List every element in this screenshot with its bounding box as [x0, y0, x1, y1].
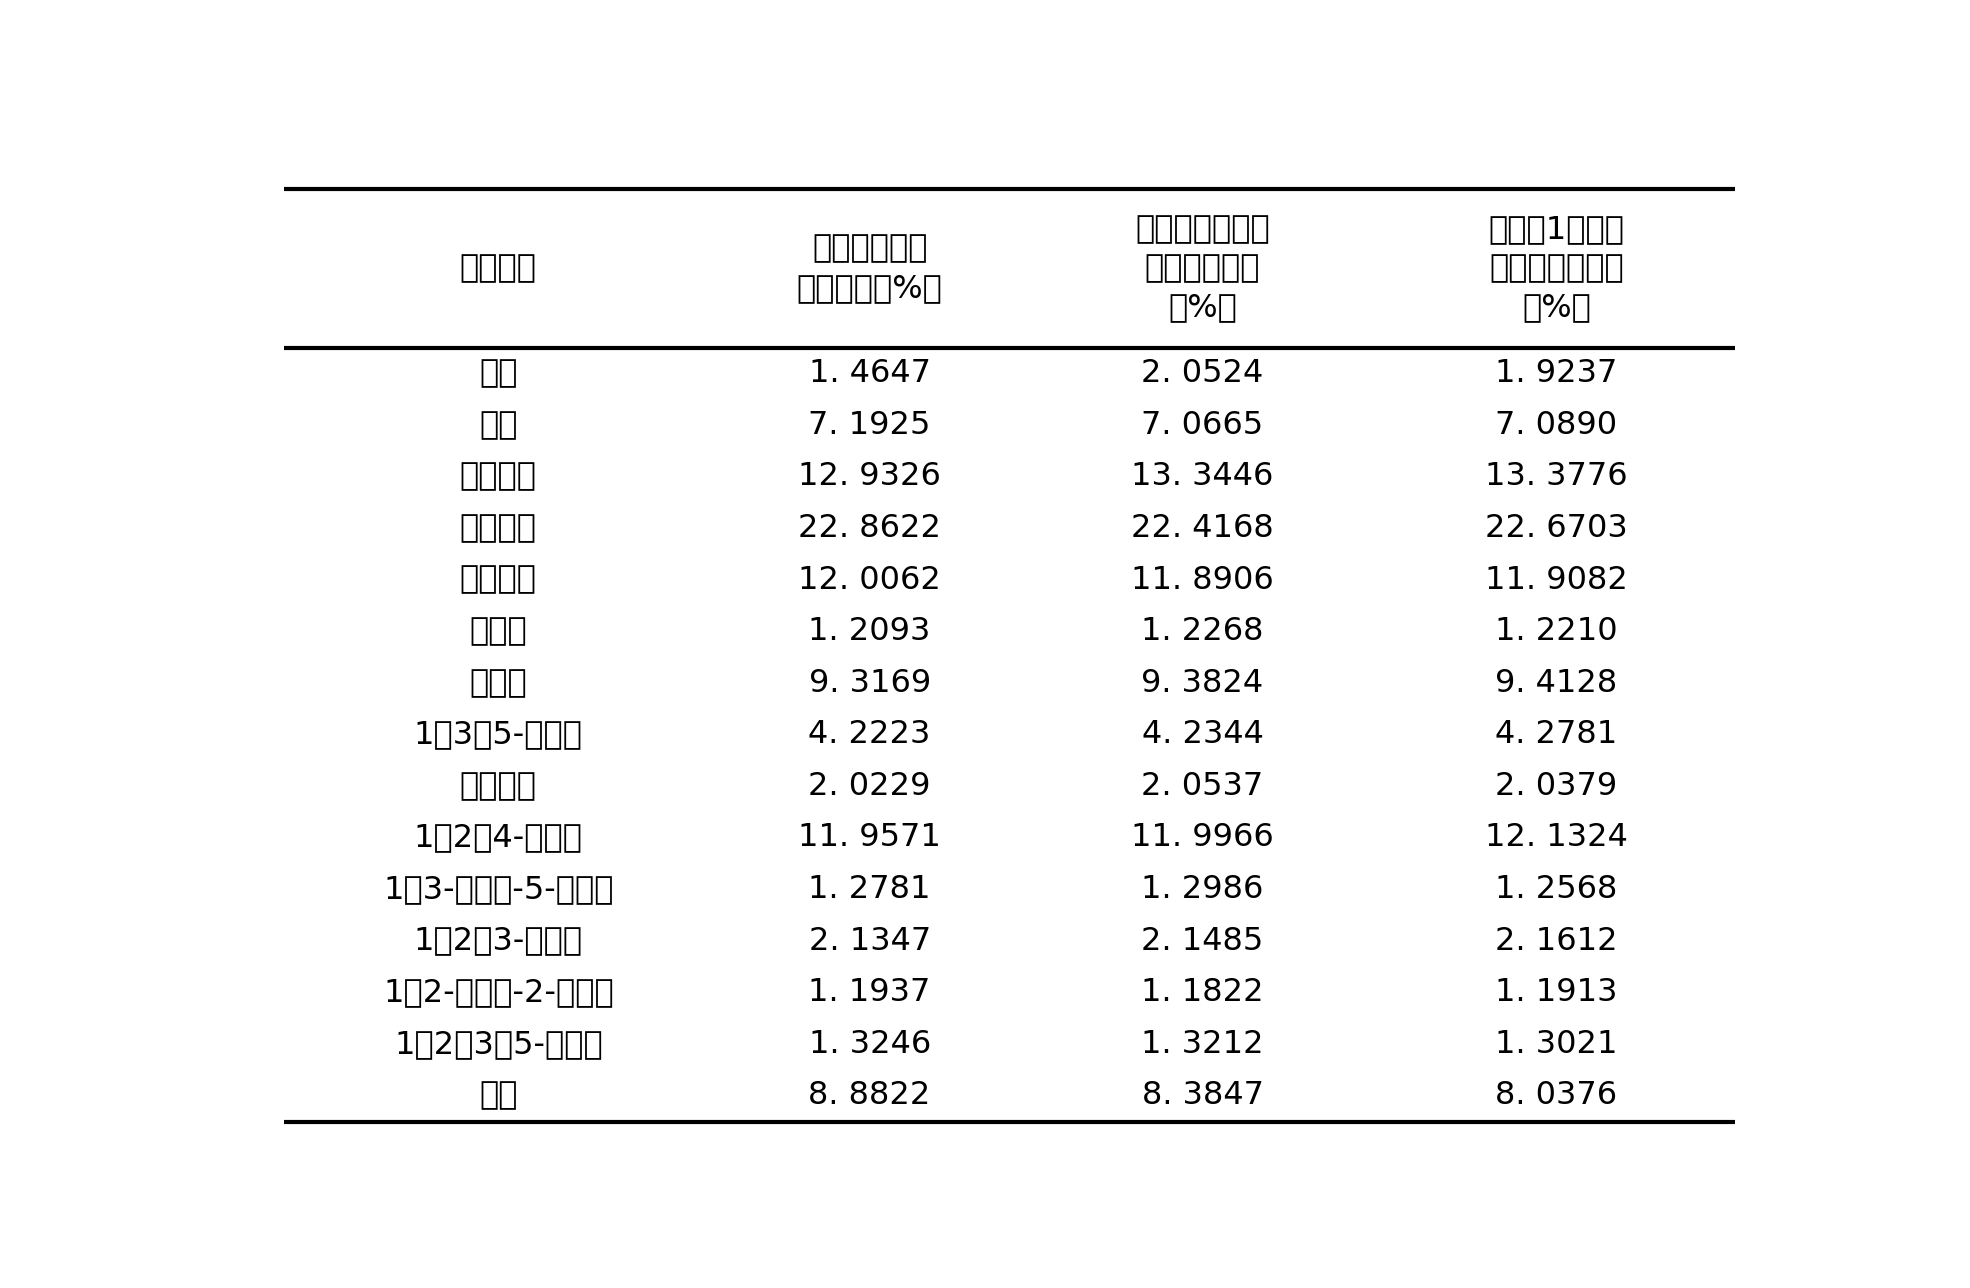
Text: 12. 0062: 12. 0062 [798, 564, 942, 595]
Text: 4. 2223: 4. 2223 [808, 719, 932, 750]
Text: 1. 2210: 1. 2210 [1495, 616, 1617, 647]
Text: 甲苯: 甲苯 [479, 358, 518, 389]
Text: 13. 3446: 13. 3446 [1131, 461, 1275, 492]
Text: 7. 0890: 7. 0890 [1495, 410, 1617, 440]
Text: 1. 1822: 1. 1822 [1141, 978, 1265, 1009]
Text: 12. 1324: 12. 1324 [1485, 822, 1627, 854]
Text: 11. 9082: 11. 9082 [1485, 564, 1627, 595]
Text: 对二甲苯: 对二甲苯 [459, 461, 538, 492]
Text: 7. 1925: 7. 1925 [808, 410, 932, 440]
Text: 22. 8622: 22. 8622 [798, 513, 942, 544]
Text: 2. 0229: 2. 0229 [808, 770, 932, 802]
Text: 4. 2344: 4. 2344 [1141, 719, 1263, 750]
Text: 11. 9571: 11. 9571 [798, 822, 942, 854]
Text: 1，2-二甲基-2-乙基苯: 1，2-二甲基-2-乙基苯 [382, 978, 615, 1009]
Text: 1. 3246: 1. 3246 [808, 1029, 930, 1060]
Text: 1，3，5-三甲苯: 1，3，5-三甲苯 [414, 719, 583, 750]
Text: 22. 4168: 22. 4168 [1131, 513, 1275, 544]
Text: 主要组分: 主要组分 [459, 254, 538, 285]
Text: 1，2，3，5-四甲苯: 1，2，3，5-四甲苯 [394, 1029, 603, 1060]
Text: 催化剂1处理芳
烃组成含量分布
（%）: 催化剂1处理芳 烃组成含量分布 （%） [1489, 214, 1625, 323]
Text: 间二甲苯: 间二甲苯 [459, 513, 538, 544]
Text: 1，2，4-三甲苯: 1，2，4-三甲苯 [414, 822, 583, 854]
Text: 12. 9326: 12. 9326 [798, 461, 942, 492]
Text: 甲乙苯: 甲乙苯 [469, 667, 528, 698]
Text: 9. 3169: 9. 3169 [808, 667, 930, 698]
Text: 1. 1913: 1. 1913 [1495, 978, 1617, 1009]
Text: 1. 1937: 1. 1937 [808, 978, 932, 1009]
Text: 1. 2093: 1. 2093 [808, 616, 932, 647]
Text: 2. 0379: 2. 0379 [1495, 770, 1617, 802]
Text: 2. 1347: 2. 1347 [808, 926, 930, 957]
Text: 1. 3021: 1. 3021 [1495, 1029, 1617, 1060]
Text: 1. 9237: 1. 9237 [1495, 358, 1617, 389]
Text: 1. 2568: 1. 2568 [1495, 875, 1617, 905]
Text: 乙苯: 乙苯 [479, 410, 518, 440]
Text: 4. 2781: 4. 2781 [1495, 719, 1617, 750]
Text: 8. 0376: 8. 0376 [1495, 1081, 1617, 1112]
Text: 邻甲乙苯: 邻甲乙苯 [459, 770, 538, 802]
Text: 9. 3824: 9. 3824 [1141, 667, 1263, 698]
Text: 22. 6703: 22. 6703 [1485, 513, 1627, 544]
Text: 2. 1485: 2. 1485 [1141, 926, 1263, 957]
Text: 1. 3212: 1. 3212 [1141, 1029, 1265, 1060]
Text: 白土处理的芳烃
组成含量分布
（%）: 白土处理的芳烃 组成含量分布 （%） [1135, 214, 1271, 323]
Text: 1. 2781: 1. 2781 [808, 875, 932, 905]
Text: 1. 2986: 1. 2986 [1141, 875, 1263, 905]
Text: 13. 3776: 13. 3776 [1485, 461, 1627, 492]
Text: 8. 3847: 8. 3847 [1141, 1081, 1263, 1112]
Text: 其他: 其他 [479, 1081, 518, 1112]
Text: 邻二甲苯: 邻二甲苯 [459, 564, 538, 595]
Text: 1. 2268: 1. 2268 [1141, 616, 1265, 647]
Text: 1，3-二甲基-5-乙基苯: 1，3-二甲基-5-乙基苯 [382, 875, 613, 905]
Text: 2. 0524: 2. 0524 [1141, 358, 1263, 389]
Text: 芳烃原料组成
含量分布（%）: 芳烃原料组成 含量分布（%） [796, 233, 942, 304]
Text: 7. 0665: 7. 0665 [1141, 410, 1263, 440]
Text: 11. 9966: 11. 9966 [1131, 822, 1275, 854]
Text: 9. 4128: 9. 4128 [1495, 667, 1617, 698]
Text: 2. 0537: 2. 0537 [1141, 770, 1263, 802]
Text: 8. 8822: 8. 8822 [808, 1081, 932, 1112]
Text: 2. 1612: 2. 1612 [1495, 926, 1617, 957]
Text: 11. 8906: 11. 8906 [1131, 564, 1275, 595]
Text: 1. 4647: 1. 4647 [808, 358, 930, 389]
Text: 异丙苯: 异丙苯 [469, 616, 528, 647]
Text: 1，2，3-三甲苯: 1，2，3-三甲苯 [414, 926, 583, 957]
